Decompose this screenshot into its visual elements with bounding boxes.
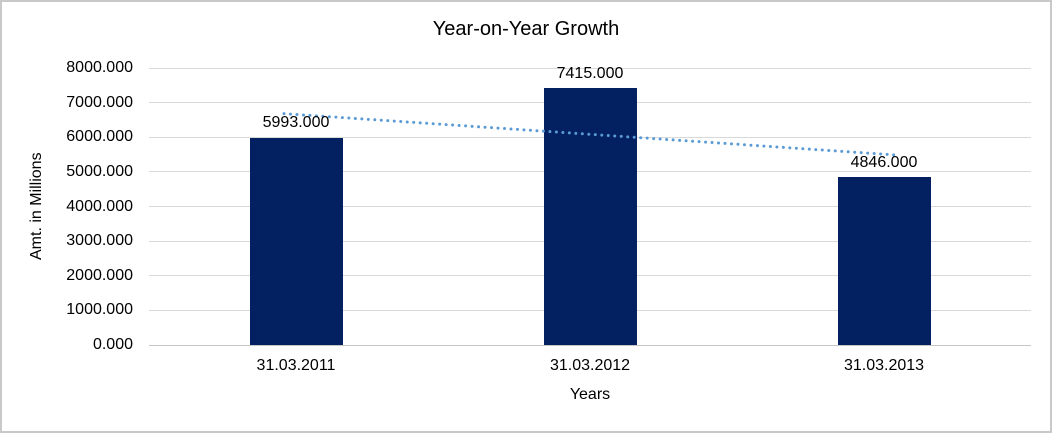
bar: [543, 88, 637, 345]
y-axis-tick-label: 1000.000: [66, 301, 133, 319]
x-axis-title: Years: [569, 386, 611, 403]
y-axis-tick-label: 8000.000: [66, 59, 133, 76]
x-axis-tick-label: 31.03.2011: [256, 357, 336, 374]
x-axis-tick-label: 31.03.2012: [549, 357, 631, 374]
y-axis-tick-label: 5000.000: [66, 162, 133, 180]
y-axis-tick-label: 0.000: [92, 336, 133, 353]
plot-area: 5993.000 7415.000 4846.000: [149, 65, 1031, 346]
gridline: [149, 344, 1031, 346]
bar: [249, 137, 343, 345]
bar: [837, 177, 931, 345]
x-axis-tick-label: 31.03.2013: [843, 357, 925, 374]
y-axis-tick-label: 4000.000: [66, 197, 133, 215]
y-axis-tick-label: 2000.000: [66, 266, 133, 284]
gridline: [149, 67, 1031, 69]
chart-title: Year-on-Year Growth: [432, 18, 620, 40]
bar-value-label: 4846.000: [850, 154, 918, 172]
trendline-line: [282, 112, 898, 157]
y-axis-tick-label: 3000.000: [66, 232, 133, 250]
bar-value-label: 7415.000: [556, 65, 624, 83]
y-axis-tick-label: 7000.000: [66, 93, 133, 111]
y-axis-tick-label: 6000.000: [66, 128, 133, 146]
trendline: [282, 112, 898, 157]
bar-value-label: 5993.000: [262, 114, 330, 132]
